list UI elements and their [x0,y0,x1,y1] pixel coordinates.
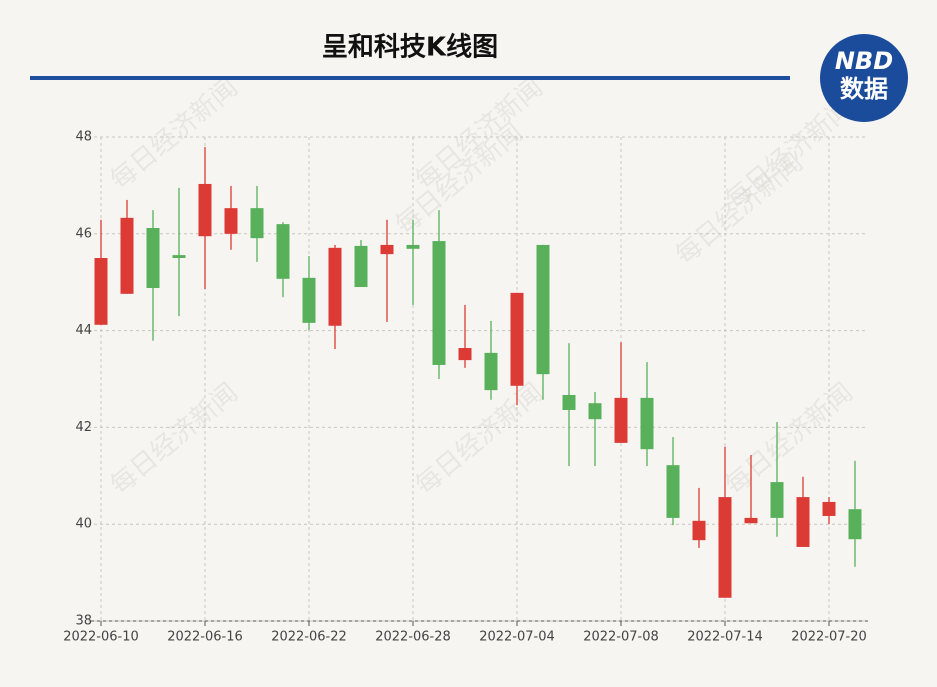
candle-body [302,277,316,323]
candle-body [328,247,342,326]
x-tick-label: 2022-06-22 [271,630,347,645]
candle-body [354,245,368,288]
x-tick-label: 2022-07-04 [479,630,555,645]
candle-body [614,397,628,443]
candle-body [718,497,732,598]
candle-body [276,224,290,279]
candle-body [432,241,446,365]
candle-body [822,501,836,516]
candle-body [484,352,498,391]
y-tick-label: 46 [75,226,92,241]
candle-body [380,244,394,255]
candle-body [796,497,810,547]
candle-body [406,244,420,249]
title-rule [30,76,790,80]
candle-body [848,509,862,540]
x-tick-label: 2022-07-20 [791,630,867,645]
candle-body [198,183,212,237]
candle-body [640,397,654,450]
candle-body [94,258,108,325]
candle-body [510,292,524,386]
logo-top: NBD [835,47,893,75]
x-tick-label: 2022-07-14 [687,630,763,645]
candle-body [692,520,706,541]
y-tick-label: 42 [75,420,92,435]
x-tick-label: 2022-06-10 [63,630,139,645]
candle-body [536,244,550,375]
y-tick-label: 40 [75,517,92,532]
candle-body [666,465,680,518]
logo-bottom: 数据 [840,75,888,103]
candle-body [250,208,264,239]
logo [820,34,908,122]
candle-body [562,394,576,410]
candle-body [770,482,784,518]
y-tick-label: 38 [75,614,92,629]
plot: 38 40 42 44 46 48 2022-06-10 2022-06-16 2022-06-… [63,130,868,645]
candle-body [120,217,134,294]
x-tick-label: 2022-06-28 [375,630,451,645]
candle-body [172,255,186,258]
chart-title: 呈和科技K线图 [322,33,498,63]
candle-body [744,517,758,524]
candle-body [224,208,238,234]
x-tick-label: 2022-06-16 [167,630,243,645]
candle-body [146,227,160,289]
y-tick-label: 44 [75,323,92,338]
candle-body [588,403,602,420]
x-tick-label: 2022-07-08 [583,630,659,645]
candle-body [458,348,472,361]
y-tick-label: 48 [75,130,92,145]
